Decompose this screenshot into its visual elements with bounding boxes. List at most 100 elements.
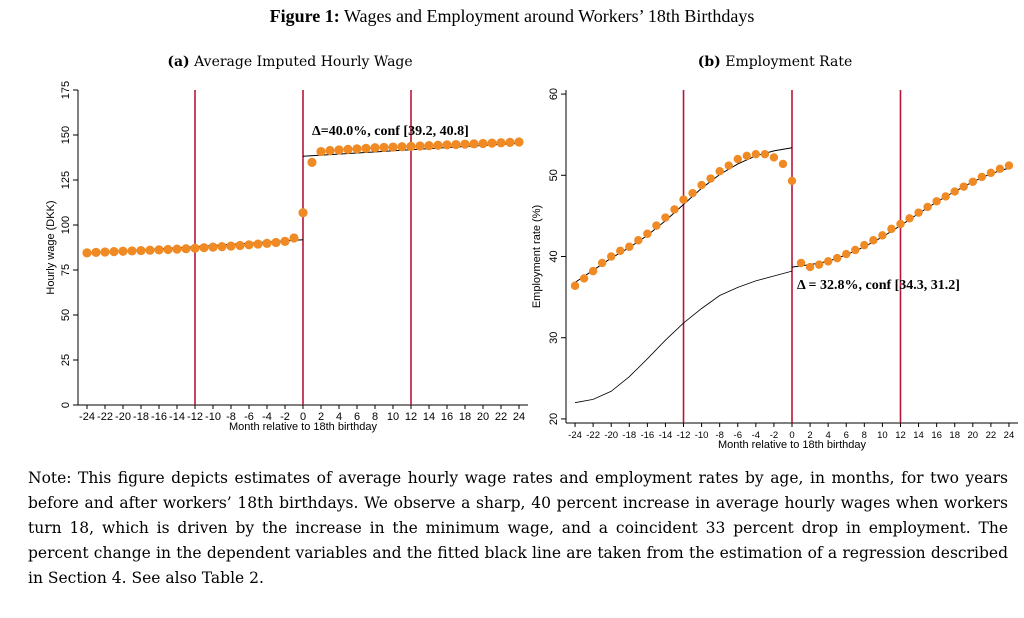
data-point bbox=[109, 247, 119, 257]
data-point bbox=[253, 239, 263, 249]
data-point bbox=[118, 246, 128, 256]
x-tick-label: -14 bbox=[169, 411, 185, 423]
data-point bbox=[670, 205, 679, 214]
data-point bbox=[289, 233, 299, 243]
data-point bbox=[1004, 161, 1014, 170]
x-axis-title: Month relative to 18th birthday bbox=[229, 421, 377, 433]
y-tick-label: 100 bbox=[60, 216, 72, 234]
data-point bbox=[851, 245, 860, 255]
data-point bbox=[995, 164, 1005, 173]
data-point bbox=[805, 262, 815, 272]
data-point bbox=[280, 236, 290, 246]
x-tick-label: 20 bbox=[477, 411, 489, 423]
data-point bbox=[397, 142, 407, 152]
panel-b-title: (b) Employment Rate bbox=[535, 54, 1015, 70]
x-tick-label: 0 bbox=[300, 411, 306, 423]
data-point bbox=[406, 141, 416, 151]
data-point bbox=[307, 157, 317, 167]
data-point bbox=[570, 281, 580, 290]
x-tick-label: 16 bbox=[441, 411, 453, 423]
x-tick-label: -20 bbox=[604, 430, 618, 441]
data-point bbox=[977, 172, 987, 182]
data-point bbox=[298, 208, 308, 218]
data-point bbox=[769, 153, 779, 162]
x-tick-label: 10 bbox=[387, 411, 399, 423]
data-point bbox=[607, 252, 616, 261]
data-point bbox=[361, 143, 371, 153]
x-tick-label: 12 bbox=[895, 430, 906, 441]
data-point bbox=[172, 244, 182, 254]
data-point bbox=[460, 139, 470, 149]
x-tick-label: 6 bbox=[354, 411, 360, 423]
data-point bbox=[724, 161, 733, 170]
data-point bbox=[661, 213, 670, 222]
data-point bbox=[787, 176, 797, 186]
y-tick-label: 0 bbox=[60, 402, 72, 408]
data-point bbox=[634, 236, 643, 245]
data-point bbox=[896, 219, 905, 229]
data-point bbox=[496, 138, 506, 148]
data-point bbox=[986, 168, 996, 178]
data-point bbox=[514, 137, 524, 147]
data-point bbox=[968, 177, 977, 186]
data-point bbox=[923, 202, 932, 212]
data-point bbox=[325, 145, 335, 156]
data-point bbox=[505, 137, 515, 147]
data-point bbox=[579, 274, 589, 283]
y-tick-label: 175 bbox=[60, 81, 72, 99]
y-tick-label: 150 bbox=[60, 126, 72, 144]
data-point bbox=[733, 154, 742, 164]
panel-a-title: (a) Average Imputed Hourly Wage bbox=[40, 54, 540, 70]
data-point bbox=[932, 197, 941, 206]
x-tick-label: -12 bbox=[677, 430, 691, 441]
counterfactual-line bbox=[574, 270, 793, 404]
x-tick-label: 24 bbox=[513, 411, 525, 423]
y-tick-label: 25 bbox=[60, 354, 72, 366]
data-point bbox=[878, 231, 887, 240]
data-point bbox=[860, 240, 869, 250]
x-tick-label: 24 bbox=[1004, 430, 1015, 441]
x-tick-label: 16 bbox=[931, 430, 942, 441]
data-point bbox=[388, 142, 398, 152]
panel-a-title-text: Average Imputed Hourly Wage bbox=[194, 54, 413, 70]
x-tick-label: -4 bbox=[262, 411, 272, 423]
data-point bbox=[145, 245, 155, 255]
data-point bbox=[190, 243, 200, 253]
x-tick-label: 18 bbox=[949, 430, 960, 441]
y-tick-label: 75 bbox=[60, 264, 72, 276]
y-tick-label: 20 bbox=[548, 413, 560, 425]
data-point bbox=[442, 140, 452, 150]
x-tick-label: -8 bbox=[226, 411, 236, 423]
figure-note: Note: This figure depicts estimates of a… bbox=[28, 469, 1008, 587]
y-axis-title: Hourly wage (DKK) bbox=[45, 200, 57, 294]
data-point bbox=[941, 192, 950, 201]
data-point bbox=[487, 138, 497, 148]
data-point bbox=[181, 244, 191, 254]
x-tick-label: 14 bbox=[423, 411, 435, 423]
x-tick-label: -24 bbox=[568, 430, 582, 441]
x-tick-label: -10 bbox=[205, 411, 221, 423]
data-point bbox=[262, 238, 272, 248]
x-tick-label: -18 bbox=[133, 411, 149, 423]
data-point bbox=[588, 266, 598, 276]
x-tick-label: -20 bbox=[115, 411, 131, 423]
figure-title-text: Wages and Employment around Workers’ 18t… bbox=[343, 6, 755, 26]
x-tick-label: 22 bbox=[495, 411, 507, 423]
data-point bbox=[91, 247, 101, 257]
y-tick-label: 30 bbox=[548, 332, 560, 344]
x-tick-label: -14 bbox=[659, 430, 673, 441]
delta-annotation: Δ=40.0%, conf [39.2, 40.8] bbox=[312, 124, 469, 139]
data-point bbox=[869, 236, 878, 245]
x-tick-label: -16 bbox=[151, 411, 167, 423]
x-tick-label: 8 bbox=[372, 411, 378, 423]
data-point bbox=[199, 243, 209, 253]
data-point bbox=[352, 144, 362, 154]
data-point bbox=[334, 145, 344, 155]
data-point bbox=[469, 139, 479, 149]
x-tick-label: 20 bbox=[968, 430, 979, 441]
data-point bbox=[643, 229, 652, 238]
data-point bbox=[127, 246, 137, 256]
x-tick-label: -10 bbox=[695, 430, 709, 441]
x-tick-label: -16 bbox=[640, 430, 654, 441]
